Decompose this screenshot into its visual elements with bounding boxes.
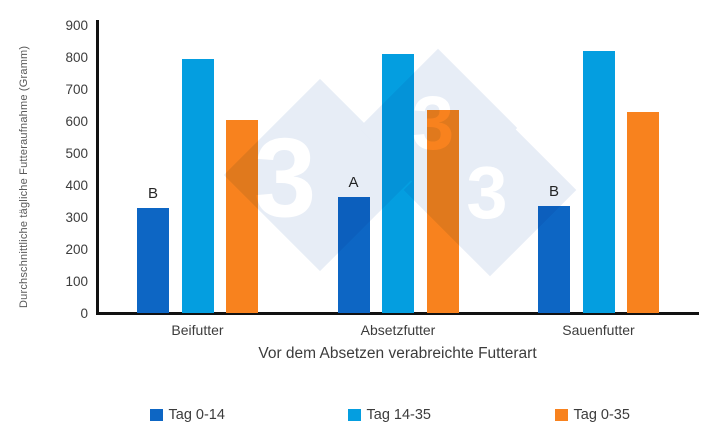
legend-swatch bbox=[150, 408, 163, 422]
legend-label: Tag 0-35 bbox=[573, 407, 630, 423]
legend-label: Tag 14-35 bbox=[366, 407, 432, 423]
bar-tag-14-35 bbox=[582, 51, 615, 314]
category-label: Absetzfutter bbox=[360, 322, 436, 338]
significance-label: B bbox=[548, 183, 559, 201]
bar-tag-0-35 bbox=[226, 119, 258, 314]
y-tick-label: 900 bbox=[65, 17, 88, 33]
y-tick-label: 800 bbox=[65, 49, 88, 65]
bar-tag-0-14 bbox=[538, 206, 570, 314]
y-tick-label: 600 bbox=[65, 113, 88, 129]
y-tick-label: 400 bbox=[65, 177, 88, 193]
chart-legend: Tag 0-14 Tag 14-35 Tag 0-35 bbox=[0, 404, 720, 428]
bar-tag-0-35 bbox=[627, 111, 659, 314]
bar-tag-0-14 bbox=[137, 207, 169, 314]
y-tick-label: 700 bbox=[65, 81, 88, 97]
y-tick-label: 200 bbox=[65, 241, 88, 257]
legend-swatch bbox=[555, 408, 568, 422]
y-tick-label: 0 bbox=[80, 305, 88, 321]
bar-tag-0-35 bbox=[426, 110, 459, 314]
significance-label: B bbox=[147, 184, 158, 202]
bar-tag-14-35 bbox=[181, 59, 214, 314]
legend-item: Tag 14-35 bbox=[348, 404, 431, 426]
category-label: Beifutter bbox=[171, 322, 224, 338]
bar-tag-0-14 bbox=[337, 196, 370, 314]
legend-label: Tag 0-14 bbox=[168, 407, 225, 423]
significance-label: A bbox=[348, 173, 359, 191]
legend-item: Tag 0-14 bbox=[150, 404, 225, 426]
watermark-3-glyph: 3 bbox=[466, 150, 508, 234]
category-label: Sauenfutter bbox=[562, 322, 635, 338]
y-tick-label: 300 bbox=[65, 209, 88, 225]
x-axis-title: Vor dem Absetzen verabreichte Futterart bbox=[258, 345, 537, 362]
legend-item: Tag 0-35 bbox=[555, 404, 630, 426]
y-tick-label: 100 bbox=[65, 273, 88, 289]
bar-tag-14-35 bbox=[382, 54, 414, 314]
legend-swatch bbox=[348, 408, 361, 422]
y-tick-label: 500 bbox=[65, 145, 88, 161]
y-axis-line bbox=[96, 20, 99, 314]
